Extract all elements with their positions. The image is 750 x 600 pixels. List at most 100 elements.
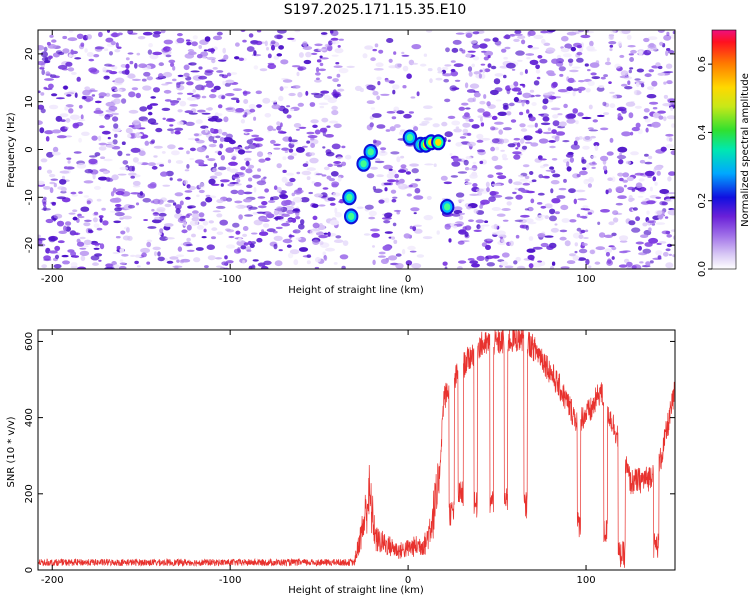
spectrogram-cell (147, 183, 157, 189)
spectrogram-cell (231, 155, 237, 161)
spectrogram-cell (146, 104, 153, 110)
spectrogram-cell (152, 33, 161, 38)
spectrogram-cell (662, 103, 672, 107)
spectrogram-cell (217, 150, 222, 156)
spectrogram-cell (43, 86, 48, 90)
spectrogram-cell (530, 142, 539, 147)
spectrogram-cell (111, 93, 122, 98)
spectrogram-cell (469, 260, 479, 264)
spectrogram-cell (614, 63, 621, 69)
spectrogram-cell (477, 108, 485, 113)
spectrogram-cell (590, 155, 597, 159)
spectrogram-cell (527, 221, 537, 225)
spectrogram-cell (380, 147, 387, 151)
spectrogram-cell (665, 198, 673, 203)
spectrogram-cell (257, 196, 266, 199)
spectrogram-cell (181, 229, 188, 234)
spectrogram-cell (462, 122, 471, 128)
spectrogram-cell (73, 232, 81, 236)
spectrogram-cell (210, 128, 215, 133)
spectrogram-cell (161, 151, 166, 154)
spectrogram-cell (226, 229, 235, 233)
spectrogram-cell (176, 37, 185, 44)
spectrogram-cell (271, 196, 280, 201)
spectrogram-cell (297, 91, 303, 98)
spectrogram-cell (536, 76, 541, 80)
spectrogram-cell (593, 142, 600, 147)
spectrogram-cell (620, 83, 628, 87)
spectrogram-cell (70, 251, 77, 257)
spectrogram-cell (664, 216, 669, 219)
spectrogram-cell (314, 129, 321, 135)
spectrogram-cell (88, 58, 95, 62)
spectrogram-cell (282, 238, 293, 244)
spectrogram-cell (79, 250, 90, 256)
spectrogram-cell (336, 165, 343, 168)
spectrogram-cell (76, 33, 84, 39)
spectrogram-cell (578, 30, 584, 33)
spectrogram-cell (329, 202, 336, 206)
spectrogram-cell (288, 234, 295, 238)
spectrogram-cell (121, 70, 130, 75)
spectrogram-cell (542, 105, 548, 110)
spectrogram-cell (222, 137, 233, 143)
spectrogram-cell (149, 103, 159, 106)
spectrogram-cell (671, 123, 675, 128)
spectrogram-cell (313, 182, 322, 187)
spectrogram-cell (296, 71, 300, 77)
spectrogram-cell (490, 126, 496, 131)
spectrogram-cell (423, 53, 428, 57)
spectrogram-cell (519, 83, 525, 86)
spectrogram-cell (52, 52, 60, 58)
spectrogram-cell (644, 73, 652, 78)
spectrogram-cell (312, 124, 318, 128)
spectrogram-cell (410, 96, 416, 99)
spectrogram-cell (163, 89, 172, 94)
spectrogram-cell (551, 58, 559, 64)
spectrogram-cell (66, 94, 72, 97)
spectrogram-cell (636, 68, 645, 73)
spectrogram-cell (536, 202, 543, 205)
spectrogram-cell (420, 63, 427, 67)
spectrogram-cell (201, 112, 211, 115)
spectrogram-cell (310, 143, 315, 148)
spectrogram-cell (238, 214, 243, 220)
spectrogram-cell (645, 261, 651, 266)
spectrogram-cell (529, 171, 534, 175)
spectrogram-cell (370, 57, 376, 62)
spectrogram-cell (221, 131, 228, 136)
spectrogram-cell (479, 100, 486, 105)
spectrogram-cell (115, 204, 122, 207)
spectrogram-cell (435, 77, 443, 81)
spectrogram-cell (286, 244, 292, 248)
spectrogram-cell (112, 127, 122, 132)
spectrogram-cell (257, 205, 267, 209)
spectrogram-cell (515, 194, 523, 200)
spectrogram-cell (53, 75, 60, 79)
spectrogram-cell (567, 58, 574, 63)
spectrogram-cell (48, 83, 54, 89)
spectrogram-cell (281, 147, 289, 151)
spectrogram-cell (631, 126, 640, 132)
spectrogram-cell (93, 247, 100, 250)
spectrogram-cell (191, 233, 196, 238)
spectrogram-cell (308, 191, 314, 195)
spectrogram-cell (485, 255, 489, 262)
spectrogram-cell (60, 119, 66, 122)
spectrogram-cell (39, 127, 45, 134)
spectrogram-cell (246, 139, 253, 145)
spectrogram-cell (278, 193, 287, 198)
spectrogram-cell (579, 170, 588, 176)
spectrogram-cell (246, 184, 253, 189)
spectrogram-cell (535, 94, 541, 97)
spectrogram-cell (76, 163, 87, 169)
spectrogram-cell (273, 143, 281, 146)
spectrogram-cell (185, 39, 191, 42)
spectrogram-cell (186, 150, 190, 155)
spectrogram-cell (98, 142, 107, 146)
spectrogram-cell (212, 210, 221, 213)
spectrogram-cell (242, 233, 248, 237)
spectrogram-cell (146, 76, 153, 81)
spectrogram-cell (516, 142, 521, 148)
spectrogram-cell (286, 172, 295, 176)
